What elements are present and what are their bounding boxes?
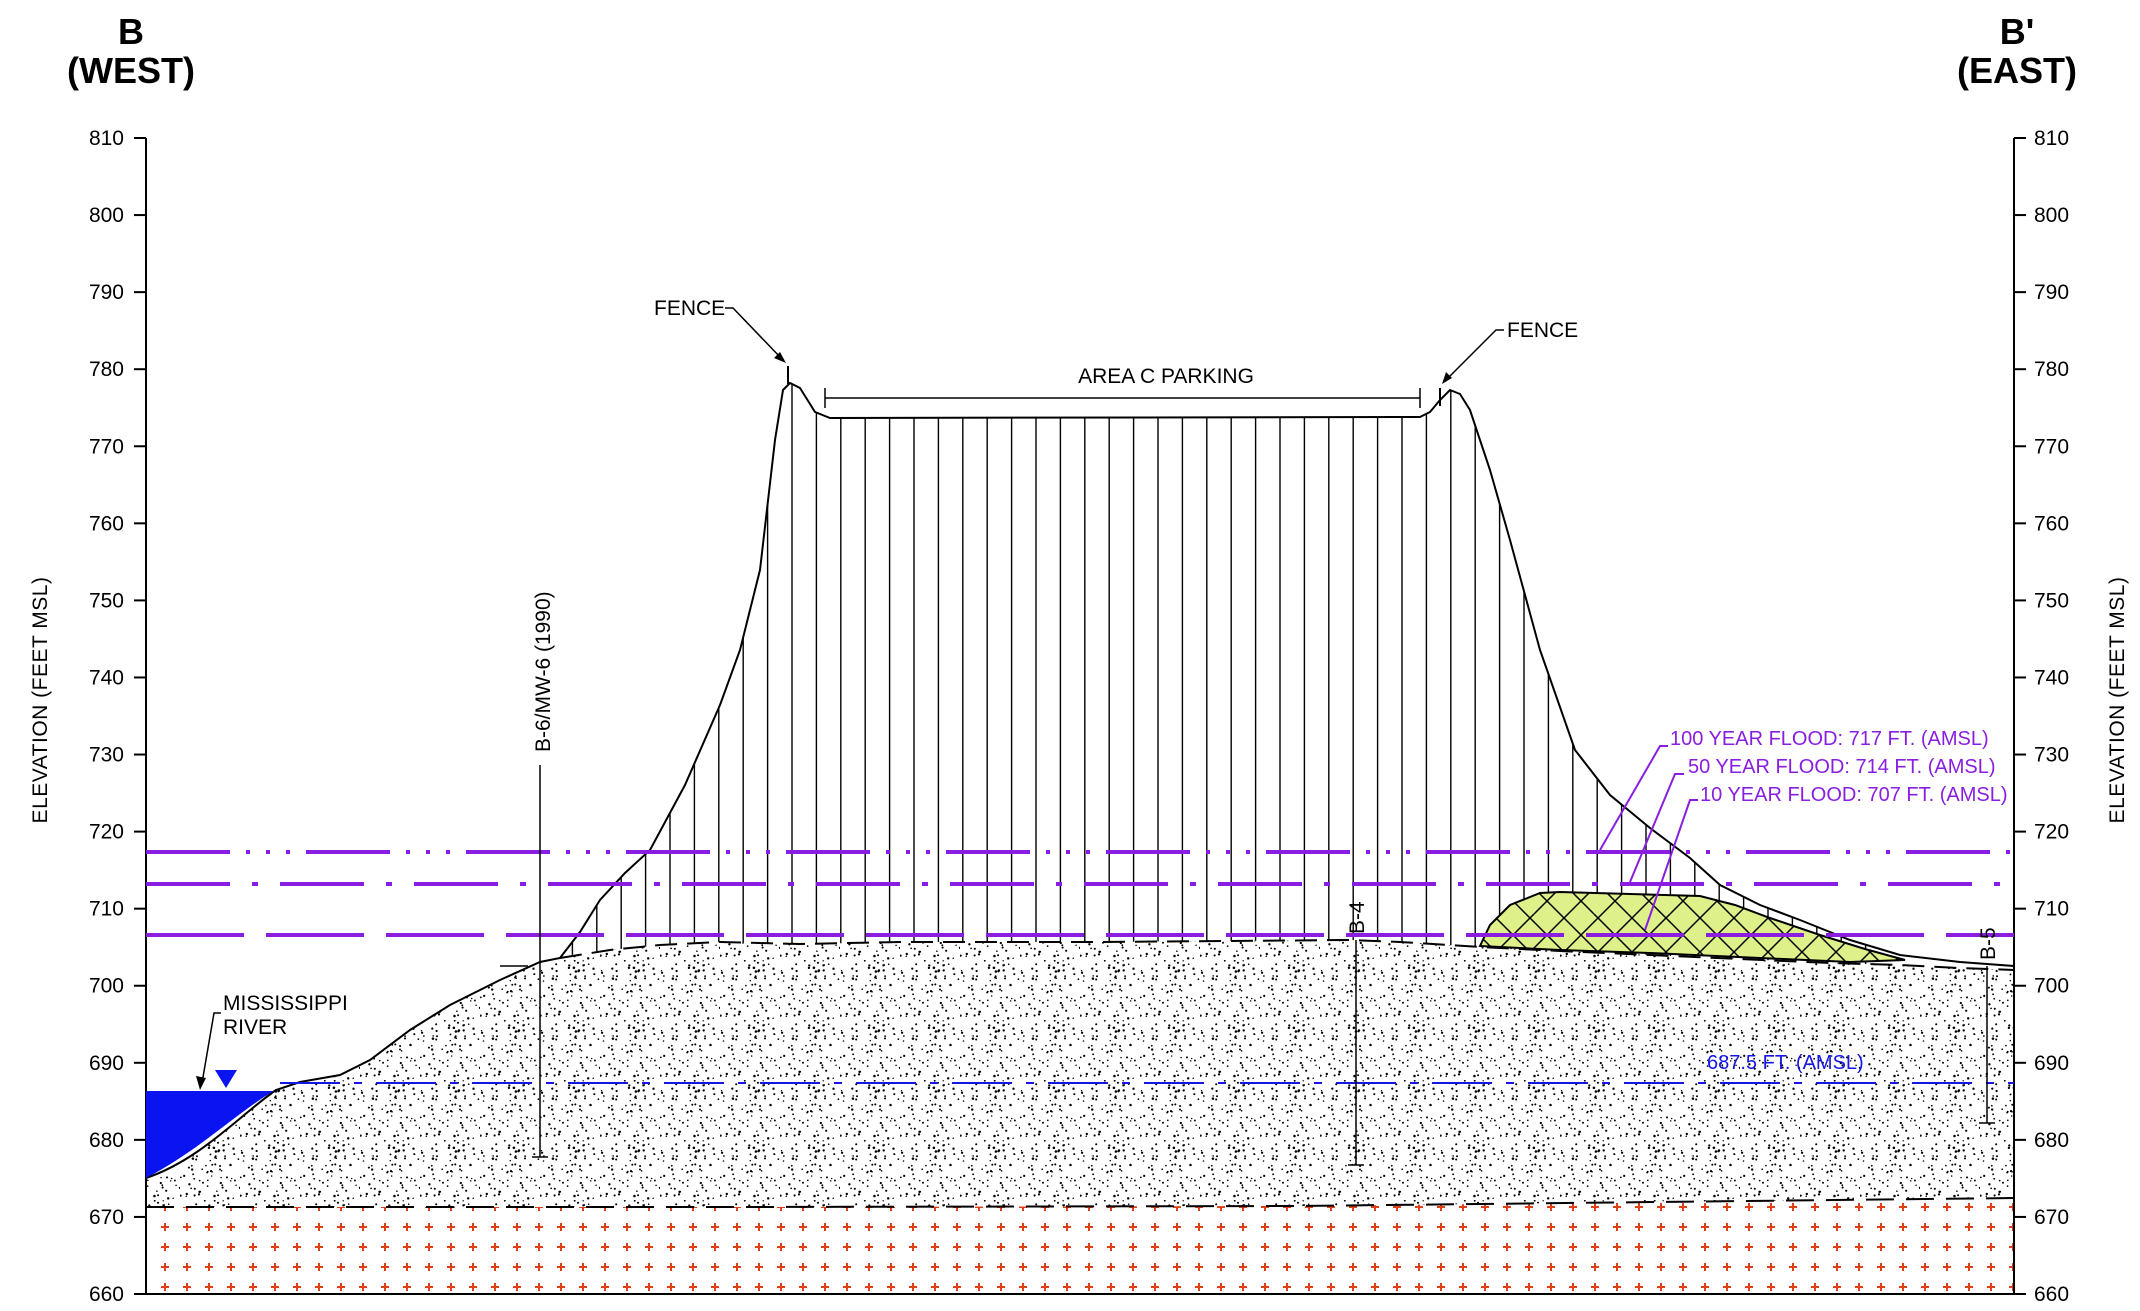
fence-east-label: FENCE bbox=[1507, 319, 1578, 342]
river-leader bbox=[201, 1012, 221, 1084]
fence-west-label: FENCE bbox=[654, 297, 725, 320]
tick-label: 760 bbox=[2034, 512, 2069, 535]
tick-label: 800 bbox=[2034, 204, 2069, 227]
west-end-letter: B bbox=[118, 11, 144, 52]
left-axis-label: ELEVATION (FEET MSL) bbox=[29, 577, 52, 824]
area-c-dimension bbox=[824, 388, 1421, 408]
tick-label: 750 bbox=[2034, 589, 2069, 612]
boring-b5-label: B-5 bbox=[1977, 927, 2000, 960]
tick-label: 760 bbox=[89, 512, 124, 535]
water-table-label: 687.5 FT. (AMSL) bbox=[1707, 1052, 1864, 1074]
tick-label: 660 bbox=[2034, 1283, 2069, 1306]
east-end-direction: (EAST) bbox=[1957, 50, 2077, 91]
tick-label: 710 bbox=[2034, 898, 2069, 921]
left-axis-ticks: 810 800 790 780 770 760 750 740 730 720 710 700 690 6… bbox=[89, 127, 146, 1306]
mississippi-river bbox=[146, 1091, 274, 1178]
tick-label: 740 bbox=[2034, 666, 2069, 689]
ground-surface-line bbox=[145, 381, 2015, 1179]
fence-arrow-east bbox=[1442, 372, 1452, 384]
tick-label: 790 bbox=[89, 281, 124, 304]
tick-label: 720 bbox=[89, 821, 124, 844]
area-c-parking-label: AREA C PARKING bbox=[1078, 365, 1254, 388]
boring-b6-mw6: B-6/MW-6 (1990) bbox=[500, 591, 555, 1158]
right-axis-label: ELEVATION (FEET MSL) bbox=[2106, 577, 2129, 824]
flood-label-10yr: 10 YEAR FLOOD: 707 FT. (AMSL) bbox=[1700, 784, 2008, 806]
river-arrow bbox=[196, 1076, 206, 1090]
sand-layer bbox=[146, 940, 2014, 1207]
sand-bedrock-contact bbox=[146, 1197, 2015, 1208]
tick-label: 700 bbox=[89, 975, 124, 998]
tick-label: 750 bbox=[89, 589, 124, 612]
west-end-direction: (WEST) bbox=[67, 50, 195, 91]
fill-sand-contact bbox=[559, 938, 2015, 971]
tick-label: 720 bbox=[2034, 821, 2069, 844]
flood-leader-10yr bbox=[1644, 799, 1698, 931]
tick-label: 680 bbox=[2034, 1129, 2069, 1152]
tick-label: 700 bbox=[2034, 975, 2069, 998]
tick-label: 780 bbox=[2034, 358, 2069, 381]
fill-material-hatch bbox=[571, 384, 1867, 964]
fence-leader-east bbox=[1445, 329, 1504, 381]
east-end-letter: B' bbox=[2000, 11, 2035, 52]
river-label-line1: MISSISSIPPI bbox=[223, 992, 348, 1015]
tick-label: 790 bbox=[2034, 281, 2069, 304]
tick-label: 690 bbox=[2034, 1052, 2069, 1075]
tick-label: 810 bbox=[89, 127, 124, 150]
fence-leader-west bbox=[725, 307, 782, 359]
boring-b6-label: B-6/MW-6 (1990) bbox=[532, 591, 555, 752]
boring-b5: B-5 bbox=[1977, 927, 2000, 1124]
tick-label: 680 bbox=[89, 1129, 124, 1152]
tick-label: 770 bbox=[89, 435, 124, 458]
tick-label: 730 bbox=[89, 744, 124, 767]
tick-label: 670 bbox=[89, 1206, 124, 1229]
flood-leader-100yr bbox=[1599, 745, 1668, 851]
tick-label: 810 bbox=[2034, 127, 2069, 150]
tick-label: 660 bbox=[89, 1283, 124, 1306]
tick-label: 710 bbox=[89, 898, 124, 921]
tick-label: 800 bbox=[89, 204, 124, 227]
flood-label-100yr: 100 YEAR FLOOD: 717 FT. (AMSL) bbox=[1670, 728, 1989, 750]
tick-label: 690 bbox=[89, 1052, 124, 1075]
fence-arrow-west bbox=[774, 352, 786, 363]
right-axis-ticks: 810 800 790 780 770 760 750 740 730 720 710 700 690 6… bbox=[2014, 127, 2069, 1306]
water-surface-marker bbox=[215, 1070, 237, 1088]
flood-leader-50yr bbox=[1629, 773, 1684, 883]
tick-label: 780 bbox=[89, 358, 124, 381]
green-mound-hatch bbox=[1480, 892, 1905, 962]
flood-label-50yr: 50 YEAR FLOOD: 714 FT. (AMSL) bbox=[1688, 756, 1996, 778]
river-label-line2: RIVER bbox=[223, 1016, 287, 1039]
boring-b4: B-4 bbox=[1346, 901, 1369, 1166]
tick-label: 730 bbox=[2034, 744, 2069, 767]
tick-label: 770 bbox=[2034, 435, 2069, 458]
tick-label: 670 bbox=[2034, 1206, 2069, 1229]
tick-label: 740 bbox=[89, 666, 124, 689]
boring-b4-label: B-4 bbox=[1346, 901, 1369, 934]
bedrock-layer bbox=[146, 1198, 2014, 1294]
